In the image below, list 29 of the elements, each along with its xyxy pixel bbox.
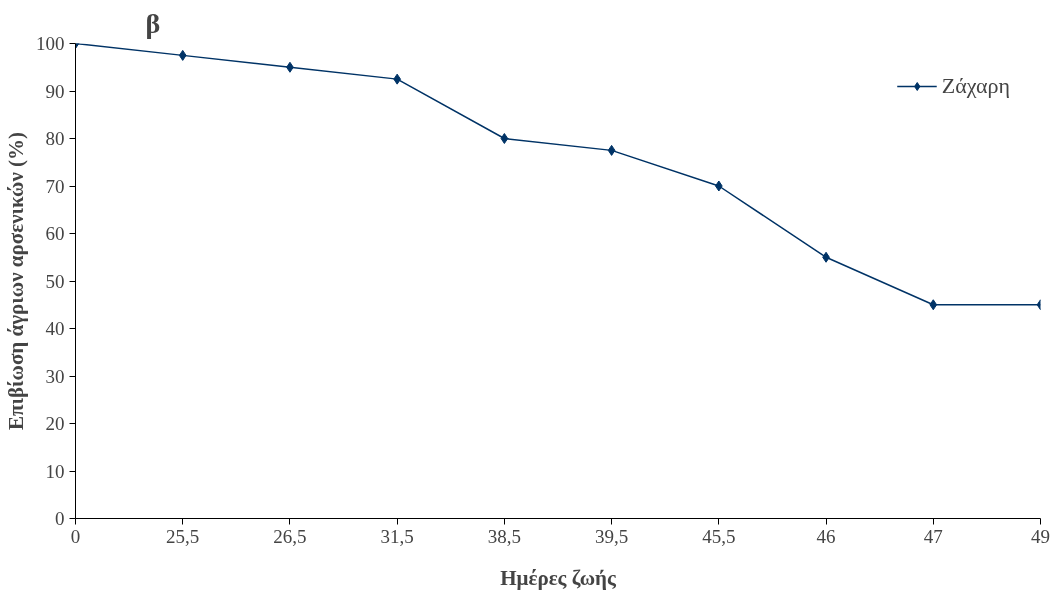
point [929, 299, 938, 311]
y-tick-label: 100 [36, 33, 65, 54]
x-axis-title: Ημέρες ζωής [500, 565, 617, 590]
y-tick-label: 30 [45, 365, 65, 387]
x-tick-label: 31,5 [380, 525, 414, 547]
x-tick-label: 45,5 [702, 525, 736, 547]
x-tick-label: 38,5 [487, 525, 522, 547]
x-tick-label: 46 [816, 525, 836, 547]
y-tick-label: 80 [45, 128, 65, 149]
y-tick-label: 50 [45, 270, 65, 292]
y-axis-title: Επιβίωση άγριων αρσενικών (%) [4, 131, 28, 431]
y-tick-label: 40 [45, 318, 65, 339]
x-tick-label: 39,5 [594, 525, 629, 547]
x-tick-label: 0 [70, 525, 81, 547]
point [500, 133, 509, 144]
x-tick-label: 26,5 [273, 525, 307, 547]
x-tick-label: 25,5 [166, 525, 200, 547]
y-tick-label: 90 [45, 80, 65, 102]
y-tick-label: 10 [45, 460, 65, 482]
point [607, 144, 616, 156]
x-tick-label: 47 [923, 525, 943, 547]
point [178, 49, 187, 61]
y-tick-label: 60 [45, 223, 65, 244]
y-tick-label: 70 [45, 175, 65, 197]
legend-label: Ζάχαρη [941, 73, 1010, 99]
x-tick-label: 49 [1031, 525, 1050, 547]
y-tick-label: 0 [55, 508, 65, 529]
chart-title: β [145, 7, 161, 39]
y-tick-label: 20 [45, 413, 65, 434]
